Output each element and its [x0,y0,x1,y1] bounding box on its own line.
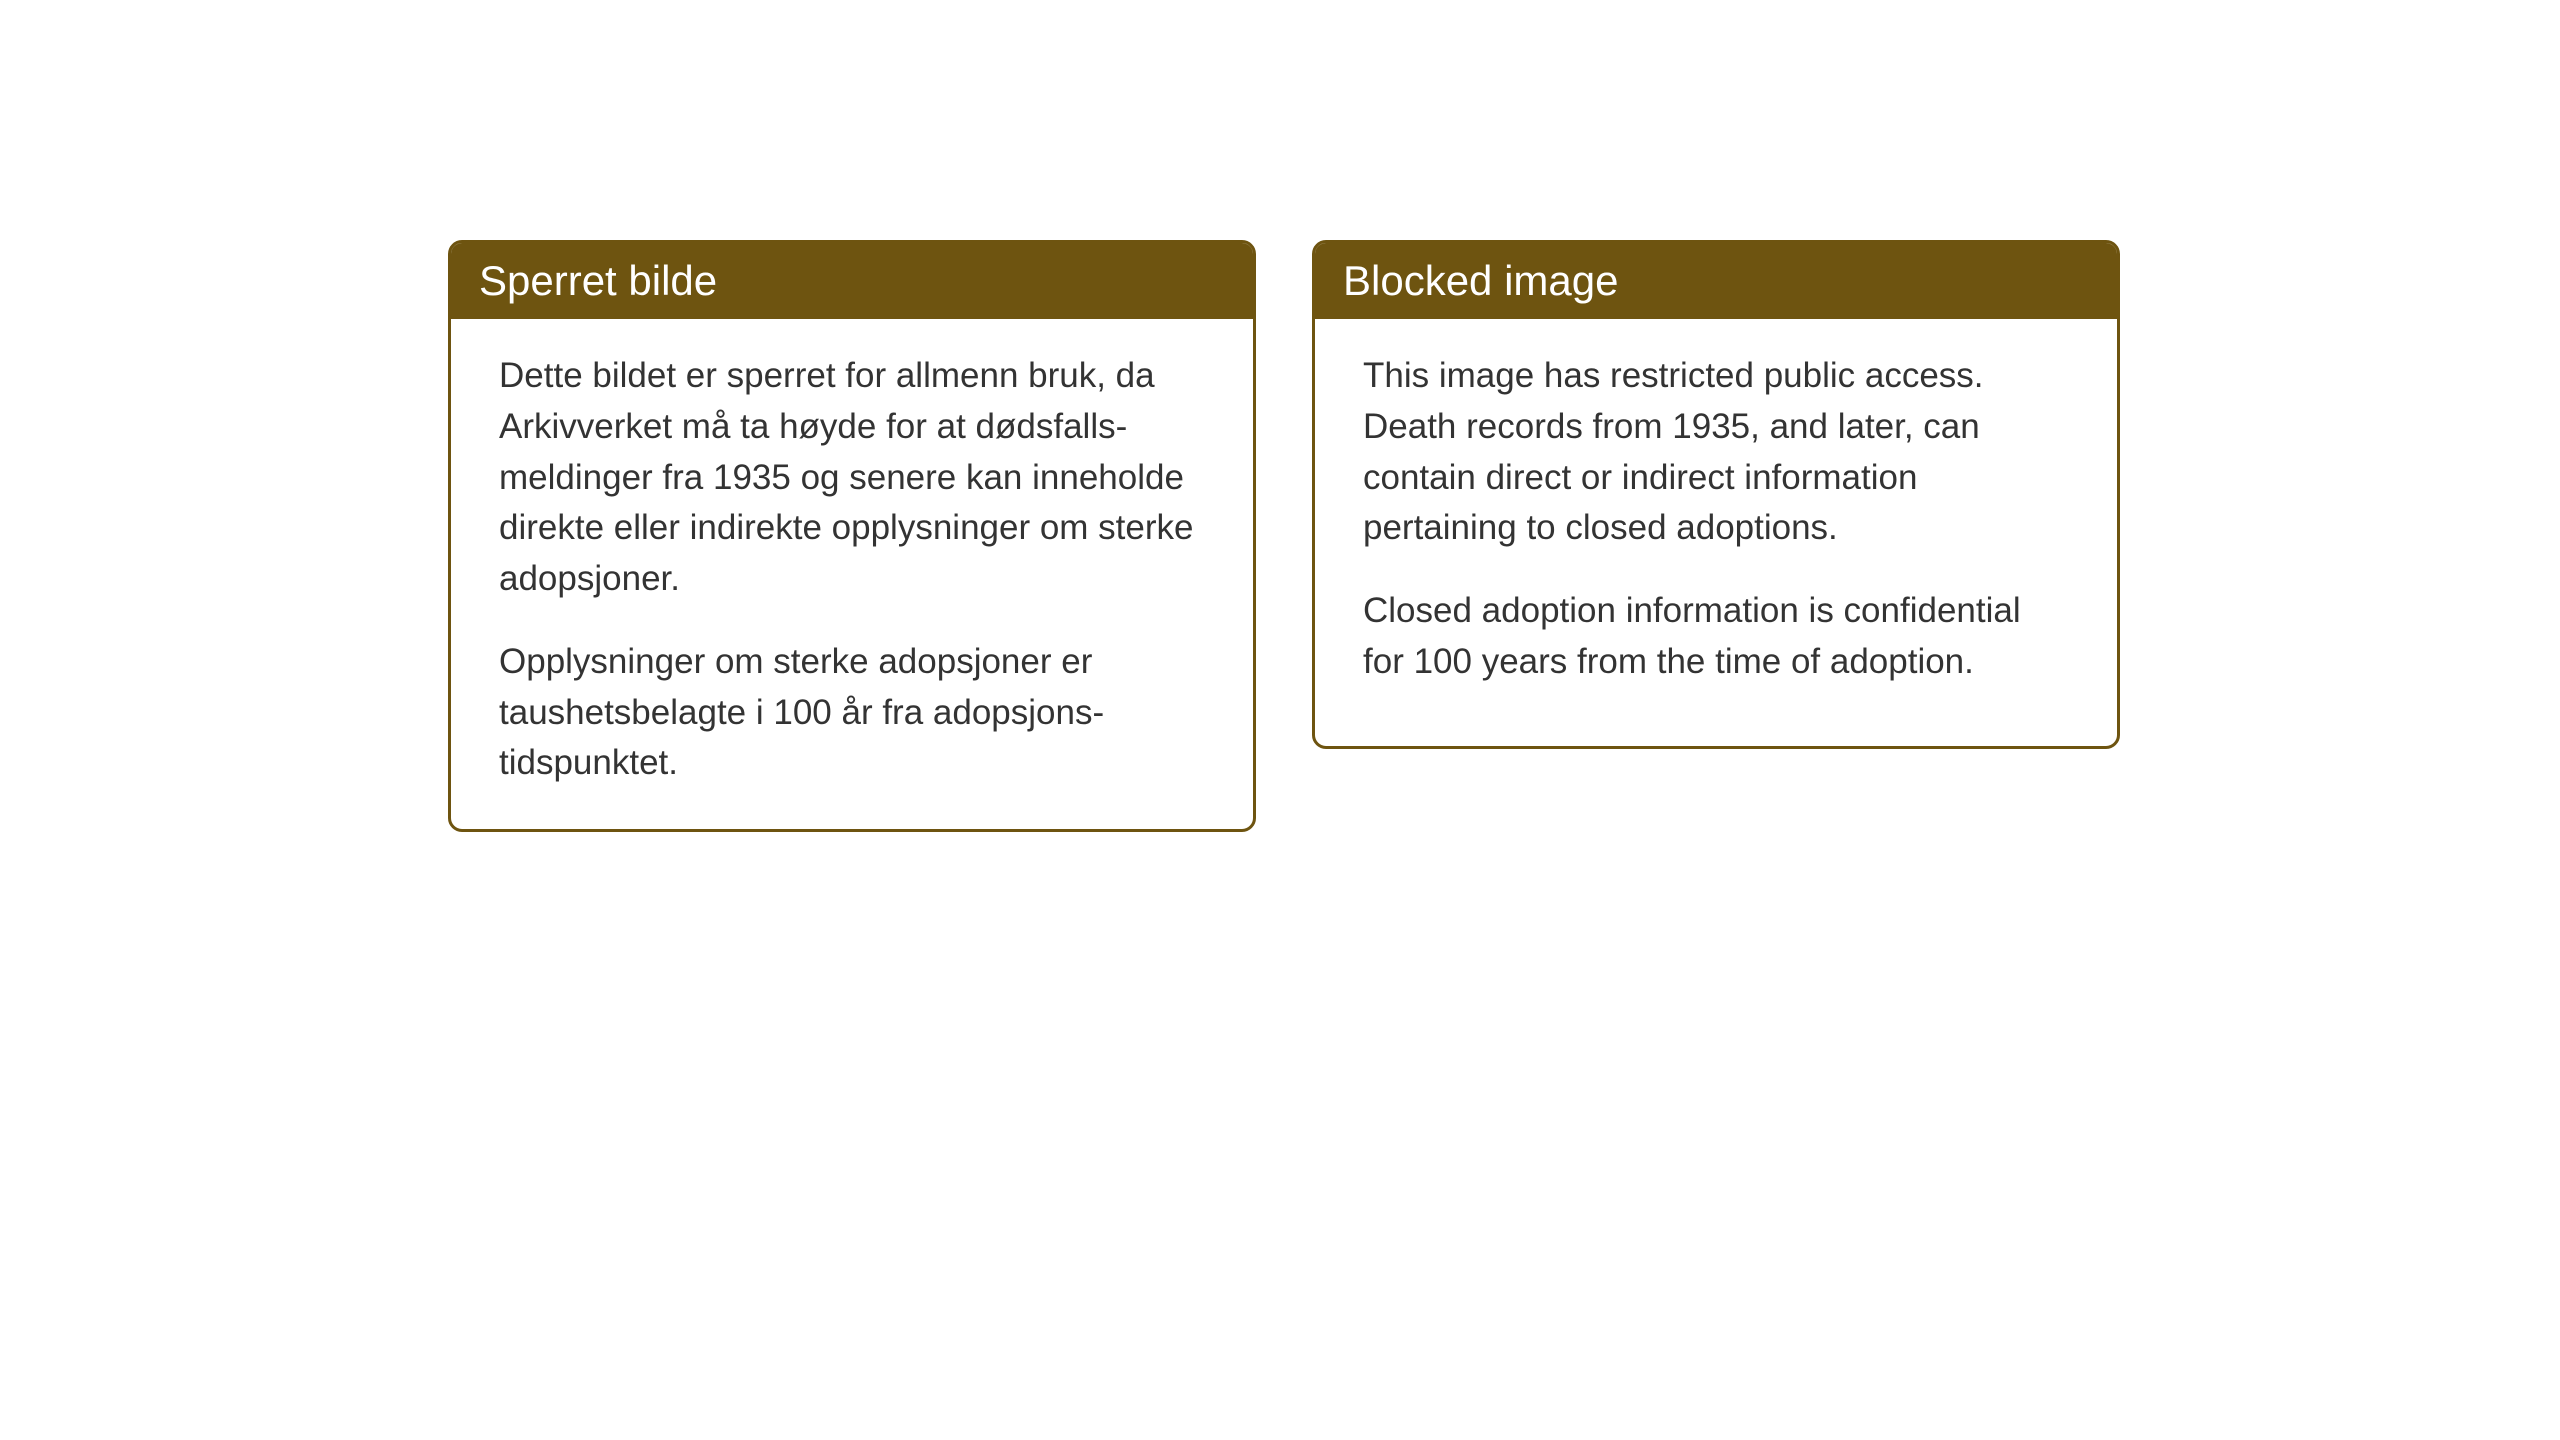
card-title-norwegian: Sperret bilde [479,257,717,304]
notice-container: Sperret bilde Dette bildet er sperret fo… [448,240,2120,832]
card-paragraph2-norwegian: Opplysninger om sterke adopsjoner er tau… [499,637,1205,789]
notice-card-english: Blocked image This image has restricted … [1312,240,2120,749]
card-header-norwegian: Sperret bilde [451,243,1253,319]
notice-card-norwegian: Sperret bilde Dette bildet er sperret fo… [448,240,1256,832]
card-header-english: Blocked image [1315,243,2117,319]
card-paragraph2-english: Closed adoption information is confident… [1363,586,2069,688]
card-body-english: This image has restricted public access.… [1315,319,2117,728]
card-body-norwegian: Dette bildet er sperret for allmenn bruk… [451,319,1253,829]
card-title-english: Blocked image [1343,257,1618,304]
card-paragraph1-english: This image has restricted public access.… [1363,351,2069,554]
card-paragraph1-norwegian: Dette bildet er sperret for allmenn bruk… [499,351,1205,605]
